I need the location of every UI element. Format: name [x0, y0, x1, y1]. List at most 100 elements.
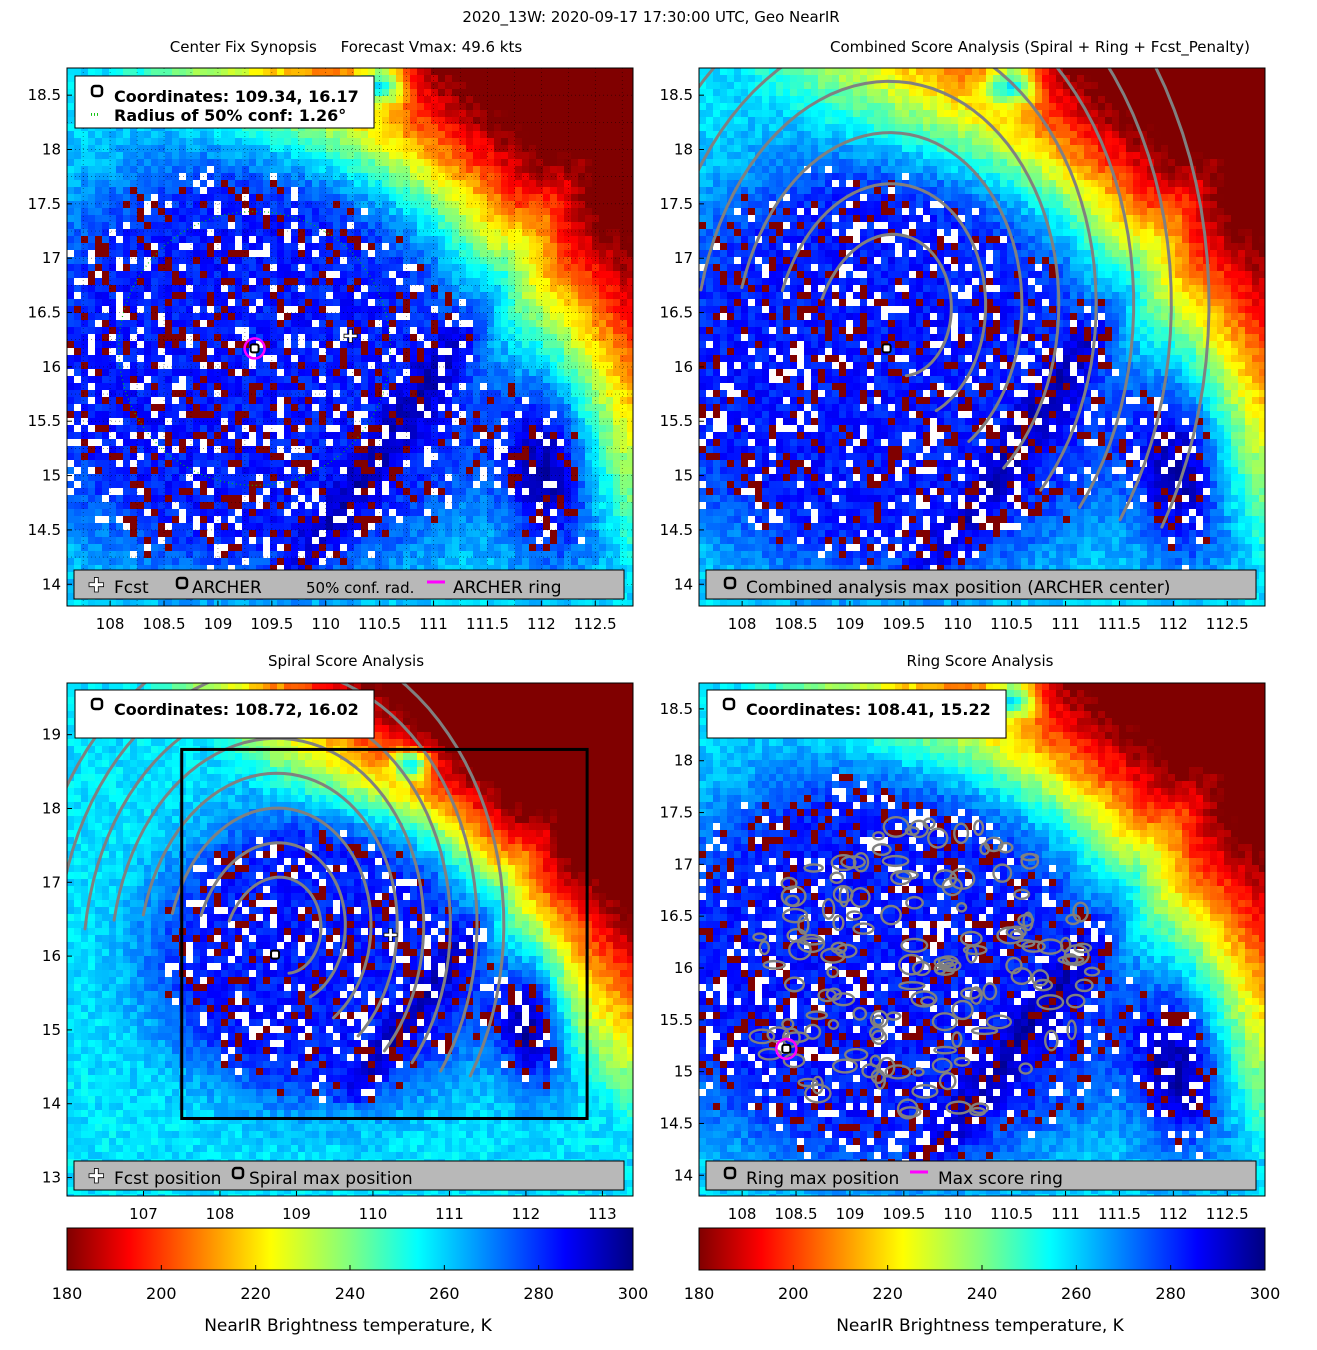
x-tick-label: 107	[129, 1205, 158, 1223]
legend-archer: ARCHER	[192, 578, 262, 598]
spiral-max-legend-icon	[231, 1166, 245, 1180]
spiral-max-legend-icon	[90, 697, 104, 711]
y-tick-label: 17.5	[660, 804, 693, 822]
y-tick-label: 18	[42, 799, 61, 817]
x-tick-label: 110.5	[358, 615, 401, 633]
x-tick-label: 111	[1051, 615, 1080, 633]
ring-max-legend-icon	[723, 1166, 737, 1180]
x-tick-label: 109	[282, 1205, 311, 1223]
y-tick-label: 14	[674, 575, 693, 593]
y-tick-label: 17	[674, 249, 693, 267]
x-tick-label: 108.5	[143, 615, 186, 633]
y-tick-label: 18	[674, 141, 693, 159]
brightness-field	[67, 683, 633, 1196]
y-tick-label: 18.5	[660, 86, 693, 104]
x-tick-label: 109	[204, 615, 233, 633]
legend-spiral-max: Spiral max position	[249, 1169, 413, 1189]
y-tick-label: 18.5	[28, 86, 61, 104]
info-line-coordinates: Coordinates: 108.41, 15.22	[746, 700, 991, 719]
colorbar-tick-label: 260	[1061, 1284, 1092, 1303]
panel-spiral-score-analysis: Spiral Score Analysis ✚ 107 108 109 110 111 1…	[42, 652, 634, 1223]
x-tick-label: 111.5	[1098, 1205, 1141, 1223]
legend-fcst-position: Fcst position	[114, 1169, 221, 1189]
score-contours	[699, 68, 1211, 529]
y-tick-label: 15	[42, 1021, 61, 1039]
brightness-field	[699, 68, 1265, 606]
y-tick-label: 16.5	[660, 907, 693, 925]
panel-title: Spiral Score Analysis	[268, 652, 424, 670]
x-tick-label: 109.5	[250, 615, 293, 633]
colorbar-tick-label: 260	[429, 1284, 460, 1303]
colorbar-tick-label: 300	[618, 1284, 649, 1303]
plot-frame	[66, 67, 634, 607]
x-tick-label: 108	[206, 1205, 235, 1223]
y-tick-label: 17	[674, 855, 693, 873]
x-tick-label: 110.5	[990, 1205, 1033, 1223]
x-tick-label: 112	[1159, 615, 1188, 633]
conf-radius-circle	[118, 210, 392, 486]
legend-fcst: Fcst	[114, 578, 149, 598]
x-tick-label: 111.5	[466, 615, 509, 633]
x-tick-label: 112.5	[1206, 615, 1249, 633]
brightness-field	[67, 68, 633, 606]
x-tick-label: 109	[836, 615, 865, 633]
y-tick-label: 17.5	[28, 195, 61, 213]
y-tick-label: 14.5	[660, 1114, 693, 1132]
x-tick-label: 109.5	[882, 615, 925, 633]
colorbar-left: 180 200 220 240 260 280 300 NearIR Brightness …	[52, 1227, 649, 1336]
colorbar-tick-label: 240	[967, 1284, 998, 1303]
y-tick-label: 16	[674, 959, 693, 977]
y-tick-label: 14	[674, 1166, 693, 1184]
y-tick-label: 14.5	[660, 521, 693, 539]
x-tick-label: 111	[419, 615, 448, 633]
y-tick-label: 16	[674, 358, 693, 376]
x-tick-label: 111	[1051, 1205, 1080, 1223]
panel-center-fix-synopsis: Center Fix Synopsis Forecast Vmax: 49.6 …	[28, 38, 634, 633]
colorbar-gradient	[66, 1227, 634, 1271]
y-tick-label: 15.5	[660, 412, 693, 430]
plot-frame	[66, 682, 634, 1197]
colorbar-gradient	[698, 1227, 1266, 1271]
legend-conf-radius: 50% conf. rad.	[306, 579, 414, 597]
y-tick-label: 18	[42, 141, 61, 159]
panel-combined-score-analysis: Combined Score Analysis (Spiral + Ring +…	[660, 38, 1266, 633]
colorbar-tick-label: 280	[523, 1284, 554, 1303]
y-tick-label: 14	[42, 1095, 61, 1113]
info-box: Coordinates: 109.34, 16.17 ''' Radius of…	[74, 75, 375, 129]
archer-marker	[249, 343, 260, 354]
y-tick-label: 15.5	[660, 1011, 693, 1029]
y-tick-label: 15	[674, 467, 693, 485]
x-tick-label: 110	[311, 615, 340, 633]
x-tick-label: 111	[435, 1205, 464, 1223]
legend: Ring max position Max score ring	[705, 1160, 1257, 1191]
ring-score-contours	[748, 816, 1101, 1120]
fcst-legend-icon: ✚	[88, 1164, 105, 1188]
panel-ring-score-analysis: Ring Score Analysis 108 108.5 109 109.5 110 1…	[660, 652, 1266, 1223]
x-tick-label: 110	[359, 1205, 388, 1223]
search-box	[180, 747, 589, 1120]
archer-marker	[881, 343, 892, 354]
y-tick-label: 17.5	[660, 195, 693, 213]
x-tick-label: 110.5	[990, 615, 1033, 633]
x-tick-label: 110	[943, 615, 972, 633]
y-tick-label: 16.5	[28, 304, 61, 322]
y-tick-label: 15	[674, 1063, 693, 1081]
info-box: Coordinates: 108.41, 15.22	[706, 689, 1007, 739]
x-tick-label: 110	[943, 1205, 972, 1223]
y-tick-label: 18.5	[660, 700, 693, 718]
y-tick-label: 14.5	[28, 521, 61, 539]
x-tick-label: 108.5	[775, 1205, 818, 1223]
fcst-marker: ✚	[343, 326, 358, 347]
legend-max-score-ring: Max score ring	[938, 1169, 1063, 1189]
panel-title: Center Fix Synopsis Forecast Vmax: 49.6 …	[170, 38, 523, 56]
x-tick-label: 112	[1159, 1205, 1188, 1223]
y-tick-label: 16.5	[660, 304, 693, 322]
y-tick-label: 15.5	[28, 412, 61, 430]
archer-legend-icon	[90, 84, 104, 98]
y-tick-label: 18	[674, 752, 693, 770]
y-tick-label: 17	[42, 873, 61, 891]
colorbar-tick-label: 180	[52, 1284, 83, 1303]
legend-combined-max: Combined analysis max position (ARCHER c…	[746, 578, 1170, 598]
x-tick-label: 108	[728, 1205, 757, 1223]
colorbar-tick-label: 220	[240, 1284, 271, 1303]
